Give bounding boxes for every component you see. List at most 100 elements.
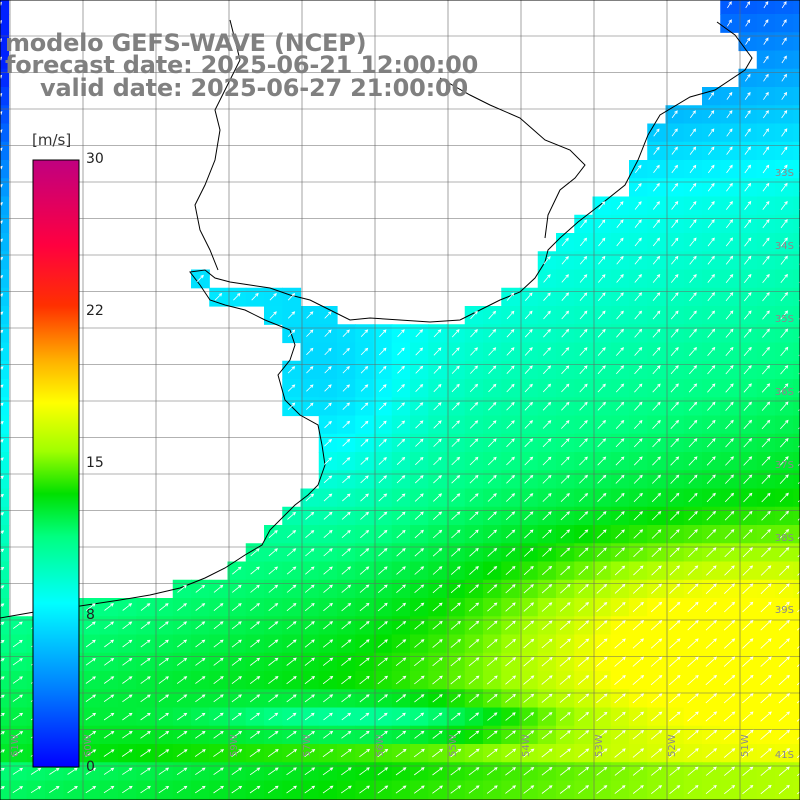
field-cell — [373, 780, 393, 800]
wind-arrow — [632, 729, 645, 740]
wind-arrow — [632, 785, 644, 794]
field-cell — [300, 397, 320, 417]
wind-arrow — [395, 694, 407, 703]
field-cell — [282, 287, 302, 307]
field-cell — [8, 798, 28, 800]
field-cell — [702, 251, 721, 271]
wind-arrow — [596, 748, 608, 758]
wind-arrow — [762, 255, 770, 265]
field-cell — [337, 798, 356, 800]
wind-arrow — [778, 748, 791, 759]
wind-arrow — [323, 566, 333, 575]
field-cell — [410, 397, 429, 417]
field-cell — [464, 433, 484, 453]
wind-arrow — [505, 602, 516, 612]
field-cell — [245, 287, 265, 307]
wind-arrow — [324, 329, 332, 337]
field-cell — [483, 652, 502, 672]
wind-arrow — [0, 530, 5, 535]
wind-arrow — [286, 785, 297, 794]
wind-arrow — [122, 603, 133, 611]
wind-arrow — [778, 674, 790, 686]
field-cell — [592, 470, 612, 490]
wind-arrow — [505, 547, 516, 557]
field-cell — [264, 798, 283, 800]
wind-arrow — [0, 621, 5, 626]
wind-arrow — [231, 749, 243, 758]
wind-arrow — [360, 529, 370, 539]
wind-arrow — [726, 164, 733, 174]
wind-arrow — [451, 511, 461, 520]
wind-arrow — [506, 383, 515, 393]
wind-arrow — [49, 767, 60, 775]
field-cell — [793, 397, 800, 417]
wind-arrow — [342, 493, 351, 502]
field-cell — [136, 634, 156, 654]
wind-arrow — [744, 110, 751, 119]
field-cell — [446, 324, 466, 344]
field-cell — [318, 762, 338, 782]
field-cell — [501, 525, 521, 544]
field-cell — [99, 725, 119, 745]
field-cell — [702, 506, 721, 526]
field-cell — [483, 762, 502, 782]
field-cell — [793, 488, 800, 508]
field-cell — [610, 470, 630, 490]
field-cell — [191, 269, 210, 289]
wind-arrow — [468, 748, 480, 758]
field-cell — [775, 780, 794, 800]
field-cell — [464, 671, 484, 690]
field-cell — [483, 689, 502, 709]
field-cell — [775, 342, 794, 362]
field-cell — [63, 707, 83, 727]
field-cell — [720, 652, 740, 672]
wind-arrow — [542, 401, 552, 411]
wind-arrow — [450, 694, 462, 703]
field-cell — [756, 68, 776, 88]
wind-arrow — [597, 456, 607, 466]
field-cell — [775, 707, 794, 727]
wind-arrow — [379, 347, 387, 356]
field-cell — [464, 506, 484, 526]
wind-arrow — [725, 237, 734, 247]
wind-arrow — [706, 492, 716, 503]
wind-arrow — [451, 420, 460, 429]
wind-arrow — [505, 730, 516, 740]
field-cell — [665, 671, 685, 690]
field-cell — [337, 415, 356, 435]
field-cell — [629, 798, 648, 800]
wind-arrow — [249, 675, 261, 685]
field-cell — [483, 415, 502, 435]
wind-arrow — [689, 255, 697, 265]
field-cell — [556, 433, 575, 453]
wind-arrow — [742, 583, 754, 594]
wind-arrow — [304, 621, 315, 630]
wind-arrow — [651, 583, 663, 594]
wind-arrow — [578, 565, 589, 576]
wind-arrow — [760, 638, 772, 649]
wind-arrow — [103, 676, 115, 684]
field-cell — [501, 634, 521, 654]
wind-arrow — [524, 401, 533, 411]
wind-arrow — [359, 657, 370, 667]
field-cell — [154, 762, 174, 782]
field-cell — [775, 233, 794, 252]
field-cell — [26, 798, 46, 800]
wind-arrow — [415, 456, 424, 466]
field-cell — [775, 105, 794, 125]
wind-arrow — [524, 493, 534, 502]
wind-arrow — [523, 657, 535, 667]
field-cell — [592, 269, 612, 289]
wind-arrow — [450, 675, 462, 685]
wind-arrow — [632, 674, 645, 686]
field-cell — [464, 725, 484, 745]
wind-arrow — [561, 420, 570, 429]
wind-arrow — [268, 712, 279, 721]
field-cell — [318, 707, 338, 727]
wind-arrow — [542, 456, 552, 466]
colorbar-tick-30: 30 — [86, 151, 104, 167]
wind-arrow — [579, 383, 588, 393]
wind-arrow — [232, 566, 242, 575]
wind-arrow — [158, 767, 170, 775]
wind-arrow — [469, 474, 479, 484]
